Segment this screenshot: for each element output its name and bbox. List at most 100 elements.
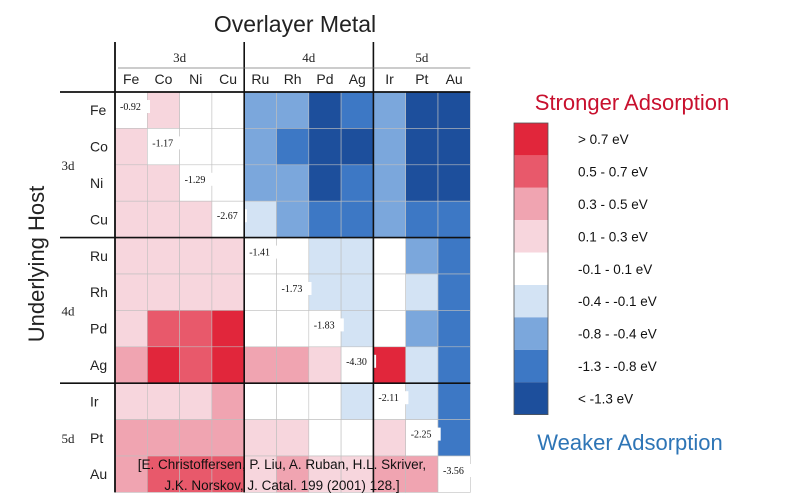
heatmap-cell <box>405 128 439 166</box>
heatmap-cell <box>437 200 471 238</box>
heatmap-cell <box>179 237 213 275</box>
heatmap-cell <box>179 382 213 420</box>
legend-swatch <box>514 155 548 188</box>
diagonal-label-bg <box>376 391 409 405</box>
heatmap-cell <box>437 164 471 202</box>
heatmap-cell <box>405 91 439 129</box>
heatmap-cell <box>147 91 180 129</box>
heatmap-cell <box>340 273 374 311</box>
heatmap-cell <box>308 237 342 275</box>
column-header: Ni <box>189 71 202 87</box>
legend-bottom-label: Weaker Adsorption <box>537 430 722 455</box>
column-group-header: 3d <box>173 50 187 65</box>
diagonal-value-label: -0.92 <box>120 102 141 113</box>
legend-swatch <box>514 317 548 350</box>
heatmap-cell <box>276 346 310 384</box>
column-header: Fe <box>123 71 140 87</box>
heatmap-cell <box>340 455 374 493</box>
row-group-header: 4d <box>62 303 76 318</box>
heatmap-grid: -0.92 -1.17 -1.29 -2.67 -1.41 -1.73 -1.83 -4.30… <box>60 42 473 493</box>
heatmap-cell <box>147 382 180 420</box>
heatmap-cell <box>437 128 471 166</box>
heatmap-cell <box>147 273 180 311</box>
heatmap-cell <box>340 310 374 348</box>
legend-swatch <box>514 349 548 383</box>
heatmap-cell <box>276 455 310 493</box>
diagonal-value-label: -2.67 <box>217 211 238 222</box>
heatmap-cell <box>373 91 406 129</box>
legend-entry-label: -0.8 - -0.4 eV <box>578 327 657 342</box>
heatmap-cell <box>114 273 148 311</box>
heatmap-cell <box>114 200 148 238</box>
heatmap-cell <box>211 128 245 166</box>
heatmap-cell <box>373 164 406 202</box>
heatmap-cell <box>211 346 245 384</box>
legend-swatch <box>514 252 548 285</box>
column-group-header: 5d <box>415 50 429 65</box>
heatmap-cell <box>437 419 471 457</box>
heatmap-cell <box>276 200 310 238</box>
row-header: Cu <box>90 211 108 227</box>
heatmap-cell <box>340 128 374 166</box>
legend-entry-label: 0.3 - 0.5 eV <box>578 197 648 212</box>
diagonal-label-bg <box>408 427 441 441</box>
heatmap-cell <box>147 346 180 384</box>
legend-entry-label: > 0.7 eV <box>578 132 629 147</box>
y-axis-label: Underlying Host <box>24 186 49 343</box>
legend-entry-label: -0.1 - 0.1 eV <box>578 262 652 277</box>
diagonal-label-bg <box>247 245 280 259</box>
heatmap-cell <box>405 382 439 420</box>
heatmap-cell <box>179 91 213 129</box>
column-header: Pt <box>415 71 428 87</box>
heatmap-cell <box>308 200 342 238</box>
heatmap-cell <box>211 419 245 457</box>
diagonal-value-label: -1.41 <box>249 248 270 259</box>
legend-top-label: Stronger Adsorption <box>535 90 729 115</box>
heatmap-cell <box>340 419 374 457</box>
heatmap-cell <box>114 346 148 384</box>
legend-entry-label: 0.1 - 0.3 eV <box>578 229 648 244</box>
column-header: Rh <box>284 71 302 87</box>
heatmap-cell <box>308 164 342 202</box>
legend-swatch <box>514 123 548 156</box>
legend-swatch <box>514 187 548 221</box>
heatmap-cell <box>276 237 310 275</box>
column-header: Co <box>154 71 172 87</box>
heatmap-cell <box>211 382 245 420</box>
heatmap-cell <box>114 237 148 275</box>
heatmap-cell <box>243 346 277 384</box>
diagonal-value-label: -1.83 <box>314 320 335 331</box>
diagonal-value-label: -2.25 <box>411 430 432 441</box>
heatmap-cell <box>437 382 471 420</box>
diagonal-label-bg <box>182 172 215 186</box>
diagonal-value-label: -1.29 <box>185 175 206 186</box>
diagonal-label-bg <box>344 354 377 368</box>
column-header: Ru <box>251 71 269 87</box>
row-group-header: 5d <box>62 431 76 446</box>
diagonal-value-label: -3.56 <box>443 466 464 477</box>
heatmap-cell <box>243 91 277 129</box>
heatmap-cell <box>276 419 310 457</box>
heatmap-cell <box>405 346 439 384</box>
heatmap-cell <box>373 200 406 238</box>
heatmap-cell <box>276 164 310 202</box>
heatmap-cell <box>340 91 374 129</box>
heatmap-cell <box>340 382 374 420</box>
diagonal-label-bg <box>279 282 312 295</box>
heatmap-cell <box>114 419 148 457</box>
heatmap-cell <box>405 455 439 493</box>
heatmap-cell <box>211 164 245 202</box>
heatmap-cell <box>437 346 471 384</box>
column-header: Au <box>446 71 463 87</box>
heatmap-cell <box>276 310 310 348</box>
legend-entry-label: < -1.3 eV <box>578 391 633 406</box>
heatmap-cell <box>373 128 406 166</box>
heatmap-cell <box>179 273 213 311</box>
heatmap-cell <box>340 200 374 238</box>
heatmap-cell <box>437 91 471 129</box>
diagonal-value-label: -1.73 <box>282 284 303 295</box>
heatmap-cell <box>276 382 310 420</box>
heatmap-cell <box>373 310 406 348</box>
row-header: Fe <box>90 102 107 118</box>
heatmap-cell <box>147 164 180 202</box>
